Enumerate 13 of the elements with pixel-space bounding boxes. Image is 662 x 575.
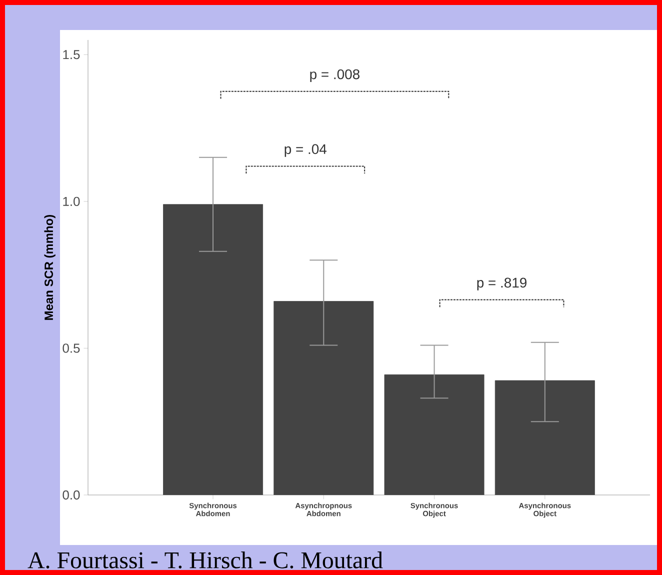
bar: [163, 204, 264, 495]
y-tick-label: 1.0: [63, 196, 80, 206]
y-axis-title: Mean SCR (mmho): [44, 214, 56, 320]
bar: [384, 374, 484, 495]
text: A. Fourtassi - T. Hirsch - C. Moutard: [28, 552, 383, 568]
bar: [494, 380, 595, 495]
annotation: p = .04: [284, 144, 326, 157]
y-tick-label: 0.0: [62, 490, 80, 500]
bar: [274, 301, 374, 495]
annotation: p = .008: [310, 69, 360, 82]
y-tick-label: 1.5: [63, 50, 80, 60]
annotation: p = .819: [477, 278, 526, 290]
y-tick-label: 0.5: [62, 344, 80, 353]
